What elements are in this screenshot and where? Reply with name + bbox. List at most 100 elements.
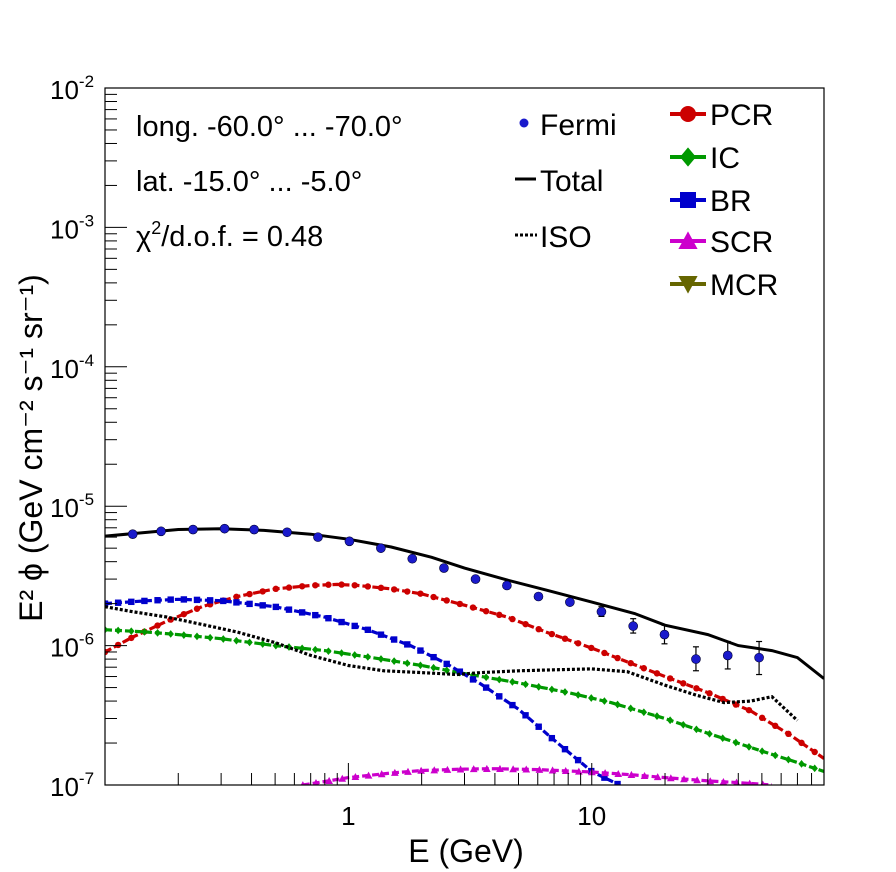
legend-pcr-label: PCR — [710, 99, 773, 132]
x-tick-label: 10 — [577, 801, 606, 831]
series-pcr-marker — [785, 730, 792, 738]
y-axis-ticks: 10-710-610-510-410-310-2 — [50, 72, 127, 802]
y-tick-exponent: -4 — [79, 351, 94, 370]
series-ic-marker — [338, 649, 345, 657]
series-ic-marker — [364, 653, 372, 661]
series-pcr-marker — [298, 583, 306, 590]
series-ic-marker — [377, 655, 385, 663]
series-br-marker — [206, 597, 214, 604]
series-br-marker — [233, 599, 240, 606]
legend-pcr: PCR — [670, 99, 773, 132]
series-pcr-marker — [417, 590, 424, 597]
series-scr-marker — [456, 765, 465, 773]
series-ic-marker — [601, 697, 608, 705]
series-ic-markers — [105, 625, 818, 773]
fermi-point — [533, 591, 544, 602]
series-ic-marker — [719, 734, 726, 743]
series-scr-marker — [601, 769, 609, 777]
series-ic-marker — [141, 628, 148, 636]
series-pcr-marker — [430, 593, 437, 601]
series-pcr-marker — [364, 583, 372, 590]
y-axis-title: E² ϕ (GeV cm⁻² s⁻¹ sr⁻¹) — [13, 274, 49, 622]
legend-scr: SCR — [670, 226, 773, 259]
fermi-point — [407, 553, 418, 564]
series-br-marker — [548, 734, 556, 742]
series-pcr-marker — [180, 610, 188, 618]
legend-ic-label: IC — [710, 142, 740, 175]
y-tick-base: 10 — [50, 354, 79, 384]
series-pcr-marker — [351, 582, 358, 589]
info-longitude: long. -60.0° ... -70.0° — [136, 111, 403, 143]
legend-br-marker — [680, 192, 696, 208]
series-ic-marker — [154, 629, 161, 637]
series-ic-marker — [417, 661, 424, 670]
legend-mcr-label: MCR — [710, 269, 778, 302]
series-scr-marker — [666, 774, 675, 782]
series-ic-marker — [745, 743, 753, 751]
series-ic-marker — [325, 647, 332, 656]
series-ic-marker — [640, 708, 648, 717]
series-ic-marker — [246, 638, 253, 647]
series-scr-marker — [496, 764, 504, 772]
y-tick-exponent: -6 — [79, 630, 94, 649]
series-br-marker — [377, 631, 385, 638]
series-pcr-marker — [614, 654, 621, 662]
series-ic-marker — [614, 700, 621, 709]
series-iso-line — [105, 605, 799, 722]
legend-fermi-marker — [519, 118, 529, 128]
series-pcr-marker — [390, 586, 398, 593]
legend-scr-marker — [678, 231, 698, 249]
fermi-point — [376, 543, 386, 553]
series-pcr-marker — [535, 625, 542, 633]
series-pcr-marker — [798, 739, 805, 747]
y-tick-label: 10-5 — [50, 490, 94, 523]
series-scr-marker — [535, 765, 544, 773]
legend-ic: IC — [670, 142, 740, 175]
plot-clip-group — [105, 523, 824, 785]
legend-total-label: Total — [540, 165, 603, 198]
series-pcr-marker — [469, 604, 477, 611]
series-ic-marker — [772, 751, 779, 760]
legend-fermi-label: Fermi — [540, 109, 617, 142]
series-br-marker — [259, 602, 266, 609]
fermi-points — [127, 523, 764, 676]
series-br-marker — [114, 599, 122, 606]
legend-pcr-marker — [680, 106, 696, 122]
series-ic-marker — [259, 640, 266, 648]
series-scr-marker — [653, 773, 662, 781]
y-tick-label: 10-7 — [50, 769, 94, 802]
x-tick-label: 1 — [341, 801, 355, 831]
series-br-marker — [430, 653, 437, 661]
series-pcr-marker — [259, 588, 266, 595]
fermi-point — [188, 524, 198, 535]
series-pcr-marker — [653, 670, 661, 677]
series-scr-marker — [404, 767, 412, 775]
series-br-marker — [141, 597, 148, 605]
info-latitude: lat. -15.0° ... -5.0° — [136, 166, 362, 198]
fermi-point — [219, 523, 230, 534]
series-ic-marker — [588, 694, 595, 702]
series-ic-marker — [220, 635, 227, 643]
series-br-marker — [496, 693, 503, 700]
series-br-marker — [574, 756, 582, 764]
series-pcr-marker — [522, 620, 529, 628]
series-ic-marker — [706, 729, 713, 738]
series-pcr-marker — [193, 605, 201, 612]
series-br-marker — [601, 774, 608, 781]
series-ic-marker — [548, 685, 556, 694]
series-br-marker — [522, 712, 529, 719]
series-ic-marker — [693, 725, 700, 734]
legend-total: Total — [515, 165, 603, 198]
series-ic-marker — [351, 651, 358, 659]
series-ic-marker — [128, 627, 135, 636]
series-pcr-marker — [719, 695, 726, 703]
series-scr-marker — [627, 770, 636, 778]
y-tick-base: 10 — [50, 633, 79, 663]
series-br-marker — [246, 600, 253, 608]
info-chi2: χ2/d.o.f. = 0.48 — [136, 218, 323, 253]
series-ic-marker — [785, 755, 792, 764]
y-tick-exponent: -3 — [79, 211, 94, 230]
fermi-point — [439, 563, 449, 573]
